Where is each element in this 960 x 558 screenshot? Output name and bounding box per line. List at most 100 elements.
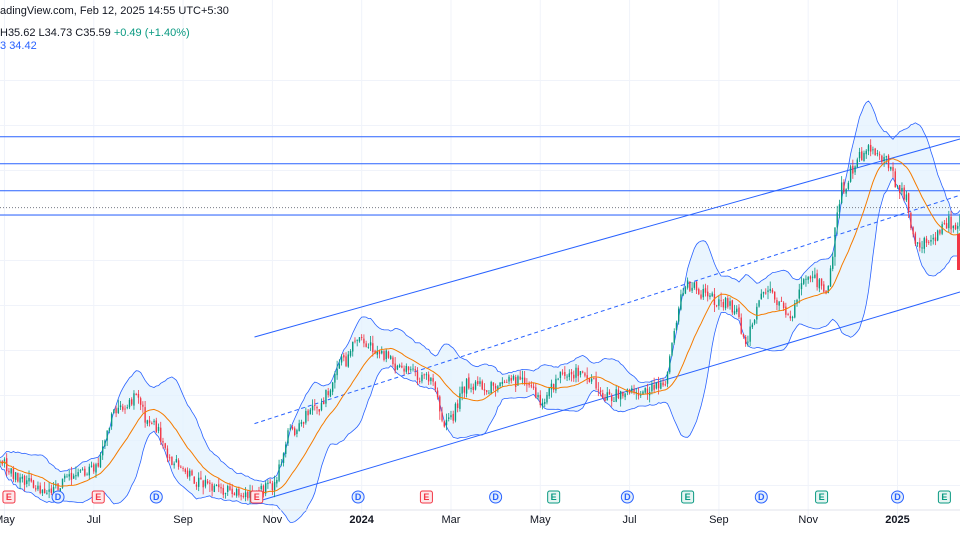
candle-body	[113, 409, 115, 414]
earnings-square	[681, 490, 695, 504]
candle-body	[836, 212, 838, 228]
candle-body	[771, 289, 774, 293]
candle-body	[488, 392, 490, 394]
candle-body	[905, 194, 908, 201]
earnings-square	[91, 490, 105, 504]
candle-body	[573, 374, 575, 379]
candle-body	[557, 378, 559, 380]
candle-body	[327, 391, 329, 396]
bollinger-bands	[0, 100, 960, 523]
channel-upper-line	[254, 138, 960, 338]
candle-body	[907, 193, 910, 212]
x-tick-label-6: May	[530, 514, 551, 526]
time-axis[interactable]: May Jul Sep Nov 2024 Mar May Jul Sep Nov 2025	[0, 509, 960, 526]
candle-body	[673, 331, 675, 343]
event-letter-9: D	[624, 492, 631, 502]
candle-body	[581, 371, 584, 373]
candle-body	[852, 165, 854, 174]
candle-body	[566, 376, 568, 378]
candle-body	[224, 493, 227, 494]
candle-body	[184, 469, 187, 472]
candle-body	[477, 381, 479, 385]
candle-body	[709, 295, 711, 298]
event-marker-earnings-icon: E	[681, 490, 695, 504]
candle-body	[749, 326, 751, 342]
candle-body	[789, 316, 792, 319]
candle-body	[439, 396, 441, 412]
candle-body	[854, 166, 856, 173]
candle-body	[135, 394, 137, 395]
event-marker-dividend-icon: D	[351, 490, 365, 504]
candle-body	[84, 468, 86, 476]
candle-body	[137, 393, 140, 398]
candle-body	[242, 495, 245, 497]
candle-body	[93, 464, 95, 472]
candle-body	[742, 333, 745, 337]
candle-body	[590, 378, 593, 382]
candle-body	[776, 300, 778, 306]
candle-body	[126, 407, 128, 409]
candle-body	[318, 409, 320, 412]
candle-body	[925, 238, 928, 243]
candle-body	[463, 386, 466, 393]
candle-body	[354, 340, 356, 342]
candle-body	[349, 351, 352, 356]
candle-body	[468, 377, 470, 389]
candle-body	[885, 156, 888, 158]
candle-body	[858, 152, 861, 159]
candle-body	[95, 464, 97, 473]
x-tick-label-10: 2025	[885, 514, 909, 526]
candle-body	[398, 365, 401, 367]
candle-body	[769, 288, 771, 291]
candle-body	[110, 413, 113, 427]
horizontal-levels[interactable]	[0, 136, 960, 216]
candle-body	[465, 378, 468, 394]
candle-body	[521, 377, 524, 380]
candle-body	[81, 469, 84, 471]
candle-body	[698, 289, 700, 295]
candle-body	[160, 427, 162, 442]
candle-body	[186, 470, 189, 477]
x-tick-label-7: Jul	[623, 514, 637, 526]
candle-body	[285, 444, 287, 454]
candle-body	[823, 284, 825, 292]
earnings-square	[547, 490, 561, 504]
candle-body	[671, 343, 673, 356]
candle-body	[952, 225, 955, 229]
event-marker-earnings-icon: E	[419, 490, 433, 504]
candle-body	[803, 279, 805, 284]
candle-body	[642, 391, 644, 395]
candle-body	[753, 320, 756, 324]
candle-body	[46, 492, 48, 494]
candle-body	[273, 482, 276, 491]
candle-body	[856, 159, 859, 168]
candle-body	[215, 484, 218, 487]
candle-body	[164, 443, 166, 448]
event-marker-dividend-icon: D	[51, 490, 65, 504]
candle-body	[881, 155, 883, 163]
candle-body	[606, 392, 608, 401]
candle-body	[910, 212, 912, 229]
candle-body	[57, 483, 59, 490]
candle-body	[912, 227, 914, 235]
candle-body	[593, 378, 595, 380]
candle-body	[122, 406, 124, 410]
candle-body	[680, 294, 682, 310]
candle-body	[229, 486, 231, 490]
candle-body	[432, 378, 434, 382]
candle-body	[932, 237, 934, 240]
candle-body	[72, 475, 75, 479]
candle-body	[436, 390, 439, 398]
candle-body	[104, 440, 106, 447]
candle-body	[340, 356, 343, 363]
ohlc-low: L34.73	[38, 27, 73, 39]
candle-body	[345, 356, 347, 367]
candle-body	[640, 394, 642, 396]
candle-body	[919, 242, 921, 248]
candle-body	[374, 350, 376, 354]
candle-body	[867, 145, 870, 152]
candle-body	[655, 382, 658, 389]
candle-body	[369, 342, 372, 346]
